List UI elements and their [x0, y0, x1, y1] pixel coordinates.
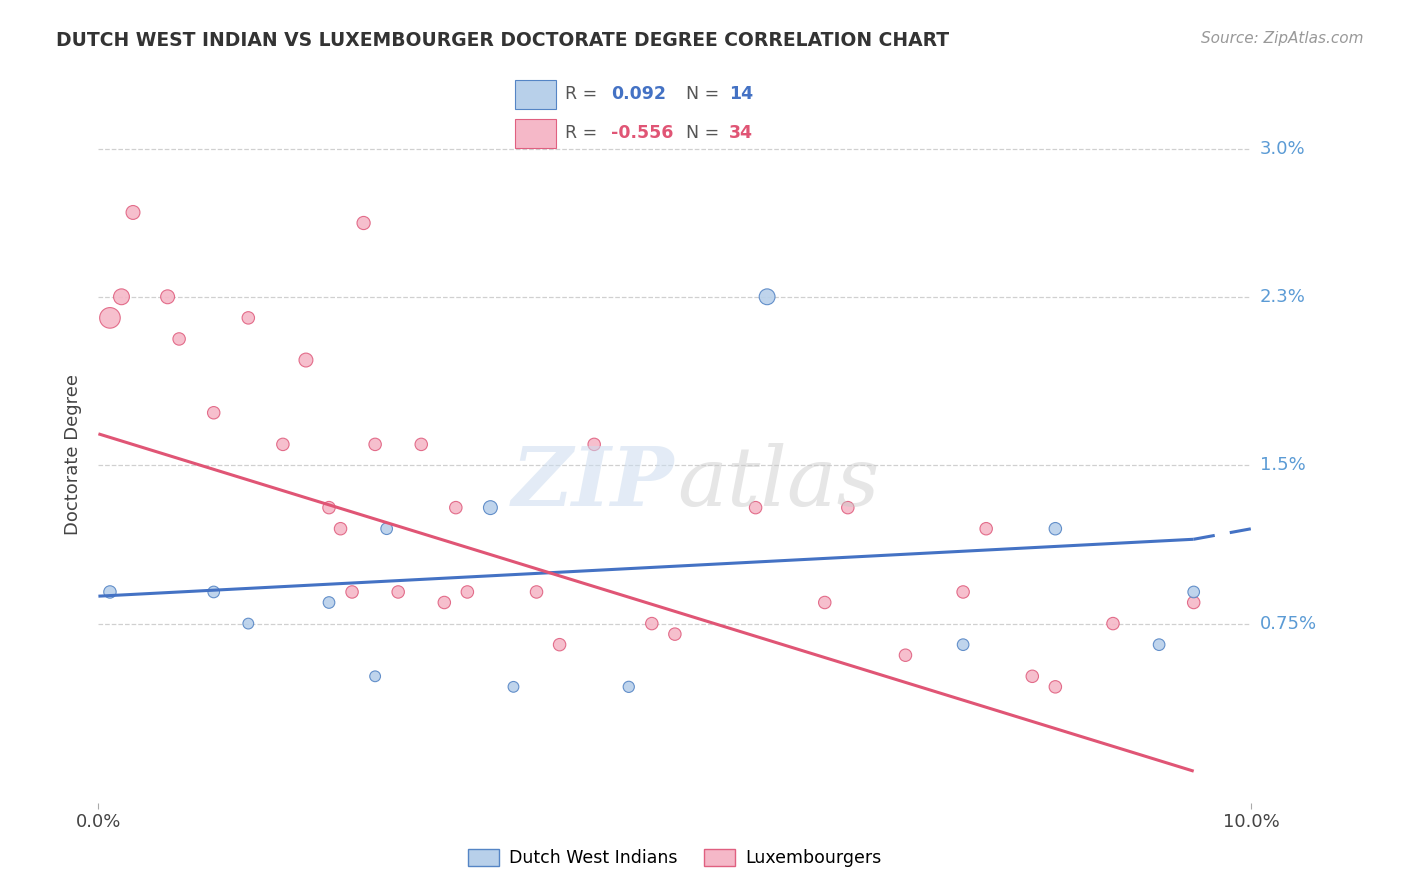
Text: -0.556: -0.556	[612, 124, 673, 142]
Point	[318, 500, 340, 515]
Text: atlas: atlas	[678, 442, 880, 523]
Text: 3.0%: 3.0%	[1260, 140, 1305, 158]
Text: 1.5%: 1.5%	[1260, 457, 1305, 475]
Text: ZIP: ZIP	[512, 442, 675, 523]
Point	[364, 669, 387, 683]
Point	[456, 585, 478, 599]
Point	[641, 616, 664, 631]
Point	[271, 437, 294, 451]
Point	[1045, 680, 1067, 694]
Point	[353, 216, 375, 230]
Point	[1147, 638, 1170, 652]
Text: 0.092: 0.092	[612, 86, 666, 103]
Point	[583, 437, 606, 451]
Point	[1182, 585, 1205, 599]
Point	[329, 522, 352, 536]
Point	[1045, 522, 1067, 536]
Point	[411, 437, 433, 451]
Point	[98, 585, 121, 599]
Point	[837, 500, 859, 515]
Point	[238, 310, 260, 325]
Point	[202, 406, 225, 420]
Point	[1182, 595, 1205, 609]
Point	[156, 290, 179, 304]
Point	[98, 310, 121, 325]
Point	[295, 353, 318, 368]
Point	[1021, 669, 1043, 683]
Point	[167, 332, 190, 346]
Text: Source: ZipAtlas.com: Source: ZipAtlas.com	[1201, 31, 1364, 46]
Point	[340, 585, 363, 599]
Point	[479, 500, 502, 515]
Point	[122, 205, 145, 219]
Point	[318, 595, 340, 609]
Point	[110, 290, 132, 304]
Y-axis label: Doctorate Degree: Doctorate Degree	[65, 375, 83, 535]
Point	[444, 500, 467, 515]
Bar	[516, 80, 555, 109]
Point	[375, 522, 398, 536]
Point	[814, 595, 837, 609]
Legend: Dutch West Indians, Luxembourgers: Dutch West Indians, Luxembourgers	[461, 842, 889, 874]
Text: 14: 14	[728, 86, 754, 103]
Point	[744, 500, 766, 515]
Text: N =: N =	[686, 124, 724, 142]
Text: 2.3%: 2.3%	[1260, 288, 1306, 306]
Point	[974, 522, 997, 536]
Text: R =: R =	[565, 124, 603, 142]
Text: DUTCH WEST INDIAN VS LUXEMBOURGER DOCTORATE DEGREE CORRELATION CHART: DUTCH WEST INDIAN VS LUXEMBOURGER DOCTOR…	[56, 31, 949, 50]
Bar	[516, 119, 555, 147]
Point	[502, 680, 524, 694]
Point	[894, 648, 917, 663]
Point	[548, 638, 571, 652]
Point	[617, 680, 640, 694]
Point	[756, 290, 779, 304]
Text: 0.75%: 0.75%	[1260, 615, 1317, 632]
Point	[952, 585, 974, 599]
Text: N =: N =	[686, 86, 724, 103]
Text: 34: 34	[728, 124, 752, 142]
Point	[952, 638, 974, 652]
Point	[433, 595, 456, 609]
Point	[526, 585, 548, 599]
Point	[664, 627, 686, 641]
Point	[202, 585, 225, 599]
Point	[1102, 616, 1125, 631]
Point	[364, 437, 387, 451]
Point	[238, 616, 260, 631]
Text: R =: R =	[565, 86, 603, 103]
Point	[387, 585, 409, 599]
